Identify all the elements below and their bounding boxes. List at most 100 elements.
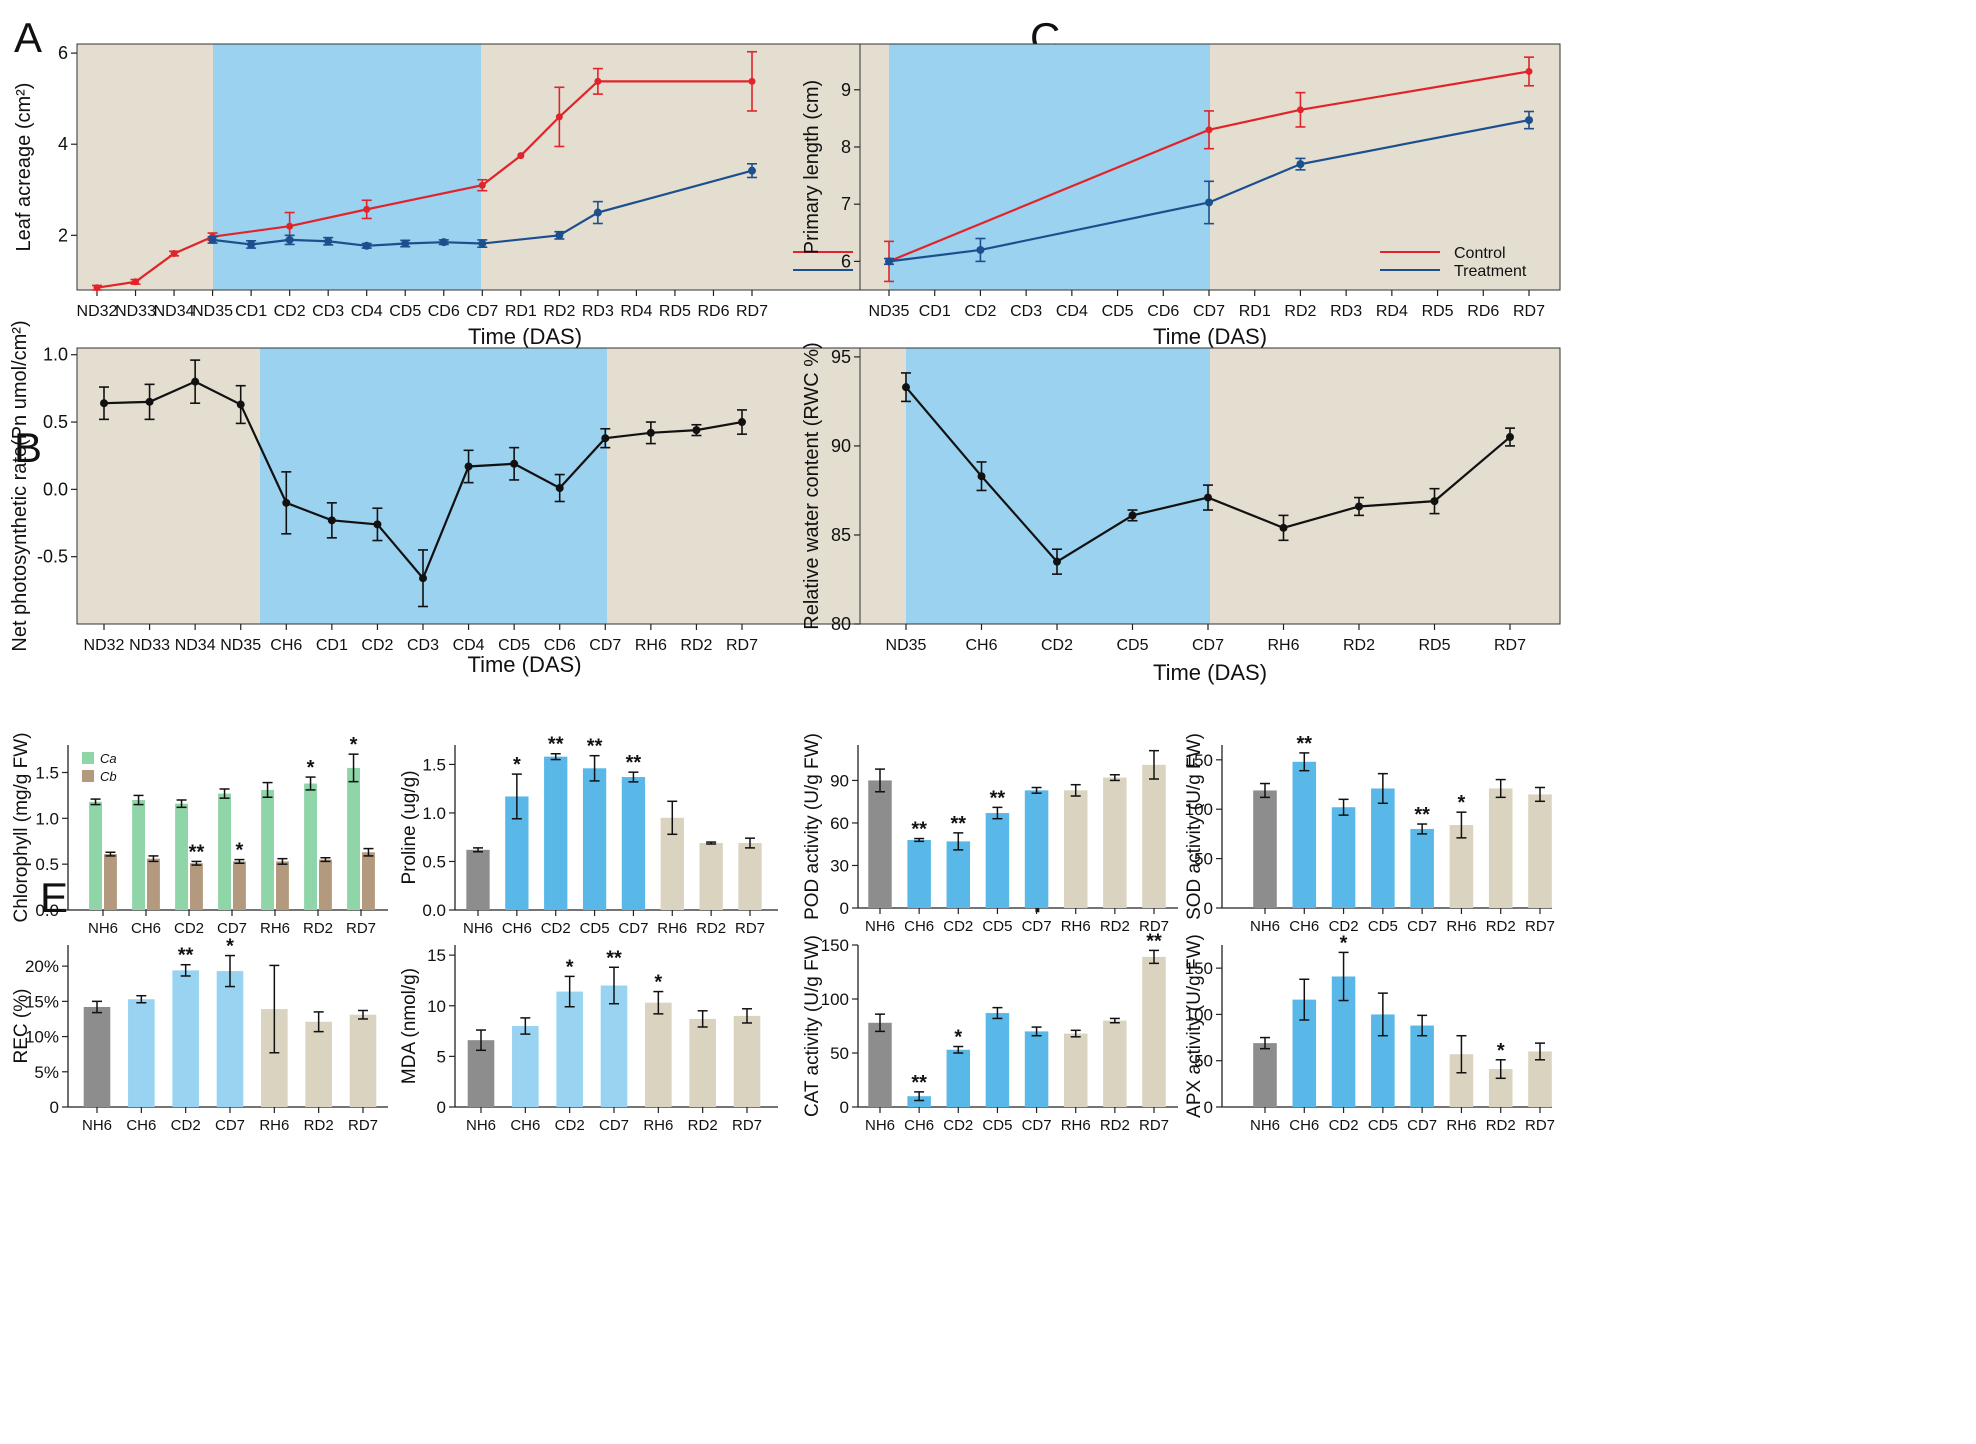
- y-tick-label: 10: [427, 997, 446, 1016]
- x-tick-label: CD2: [964, 303, 996, 320]
- y-tick-label: 15: [427, 946, 446, 965]
- x-tick-label: RD7: [1494, 637, 1526, 654]
- y-tick-label: 0: [50, 1098, 59, 1117]
- bar: [1371, 1014, 1395, 1107]
- bar: [1410, 1025, 1434, 1107]
- x-tick-label: RD2: [1284, 303, 1316, 320]
- bar: [172, 970, 199, 1107]
- y-axis-label: Leaf acreage (cm²): [13, 83, 35, 252]
- bar: [1292, 999, 1317, 1107]
- data-point: [885, 257, 893, 266]
- data-point: [1525, 116, 1533, 125]
- x-tick-label: CH6: [965, 637, 997, 654]
- x-tick-label: CD2: [361, 637, 393, 654]
- x-tick-label: CH6: [270, 637, 302, 654]
- data-point: [1506, 433, 1514, 442]
- y-tick-label: 150: [1185, 959, 1213, 978]
- x-tick-label: CH6: [1289, 1117, 1319, 1134]
- x-tick-label: CD2: [943, 918, 973, 935]
- y-tick-label: 6: [58, 43, 68, 63]
- significance-mark: **: [990, 787, 1006, 809]
- y-tick-label: 100: [1185, 800, 1213, 819]
- bar: [1142, 764, 1166, 908]
- data-point: [324, 237, 333, 246]
- stress-shade: [213, 44, 481, 290]
- plot-background: [77, 44, 973, 290]
- y-tick-label: 6: [841, 251, 851, 271]
- y-tick-label: 30: [830, 856, 849, 875]
- series-line: [888, 70, 1530, 263]
- bar: [600, 985, 628, 1107]
- y-tick-label: 95: [831, 347, 851, 367]
- x-tick-label: RD2: [303, 920, 333, 937]
- data-point: [327, 516, 336, 525]
- panel-f3: 0 50 100 150 NH6 CH6 CD2 CD5 CD7 RH6 RD2 RD7 CAT act…: [802, 930, 1178, 1134]
- data-point: [478, 181, 486, 189]
- x-tick-label: CD2: [171, 1117, 201, 1134]
- y-tick-label: 50: [830, 1044, 849, 1063]
- x-tick-label: NH6: [463, 920, 493, 937]
- data-point: [439, 238, 448, 247]
- y-axis-label: Net photosynthetic rate(Pn umol/cm²): [9, 320, 31, 651]
- y-tick-label: 5: [437, 1047, 446, 1066]
- stress-shade: [260, 348, 607, 624]
- x-tick-label: RH6: [1267, 637, 1299, 654]
- y-tick-label: 10%: [25, 1028, 59, 1047]
- data-point: [373, 520, 382, 529]
- significance-mark: *: [1458, 792, 1466, 814]
- x-tick-label: NH6: [88, 920, 118, 937]
- legend-label: Control: [1454, 245, 1506, 262]
- data-point: [1128, 511, 1137, 520]
- y-tick-label: 50: [1194, 850, 1213, 869]
- data-point: [1204, 493, 1212, 502]
- x-axis-label: Time (DAS): [1153, 660, 1267, 685]
- significance-mark: **: [911, 819, 927, 841]
- y-tick-label: 0: [1204, 899, 1213, 918]
- x-tick-label: NH6: [865, 1117, 895, 1134]
- x-tick-label: RD3: [582, 303, 614, 320]
- bar: [738, 843, 762, 910]
- bar: [1142, 956, 1166, 1107]
- bar: [132, 800, 145, 910]
- x-tick-label: RD1: [505, 303, 537, 320]
- bar: [946, 1049, 971, 1107]
- x-tick-label: CD5: [1368, 918, 1398, 935]
- bar: [1024, 1031, 1049, 1107]
- bar: [233, 861, 246, 910]
- x-tick-label: CD1: [919, 303, 951, 320]
- x-tick-label: RD7: [736, 303, 768, 320]
- significance-mark: **: [911, 1072, 927, 1094]
- panel-d: 80 85 90 95 ND35 CH6 CD2 CD5 CD7 RH6 RD2 RD5 RD7 Time…: [801, 342, 1561, 685]
- bar: [1449, 1054, 1474, 1107]
- x-tick-label: CD1: [235, 303, 267, 320]
- x-tick-label: RD4: [620, 303, 652, 320]
- y-tick-label: 100: [821, 990, 849, 1009]
- y-tick-label: -0.5: [37, 547, 68, 567]
- bar: [544, 756, 568, 910]
- legend-label: Cb: [100, 769, 117, 784]
- x-tick-label: RD2: [1343, 637, 1375, 654]
- significance-mark: *: [350, 734, 358, 756]
- y-tick-label: 1.0: [422, 804, 446, 823]
- x-tick-label: CD2: [174, 920, 204, 937]
- x-tick-label: CD6: [428, 303, 460, 320]
- x-tick-label: CD4: [351, 303, 383, 320]
- panel-letter-e: E: [40, 874, 68, 921]
- y-tick-label: 0: [840, 899, 849, 918]
- x-tick-label: NH6: [466, 1117, 496, 1134]
- y-tick-label: 9: [841, 80, 851, 100]
- data-point: [1355, 502, 1363, 511]
- y-tick-label: 1.5: [422, 755, 446, 774]
- y-tick-label: 0.0: [35, 901, 59, 920]
- significance-mark: **: [950, 813, 966, 835]
- x-tick-label: RH6: [635, 637, 667, 654]
- x-tick-label: CD7: [217, 920, 247, 937]
- data-point: [1525, 67, 1533, 75]
- data-point: [1279, 523, 1288, 532]
- data-point: [555, 113, 563, 121]
- bar: [1410, 828, 1434, 908]
- panel-letter-a: A: [14, 14, 42, 61]
- x-tick-label: RD1: [1239, 303, 1271, 320]
- significance-mark: **: [178, 945, 194, 967]
- y-tick-label: 0.5: [43, 412, 68, 432]
